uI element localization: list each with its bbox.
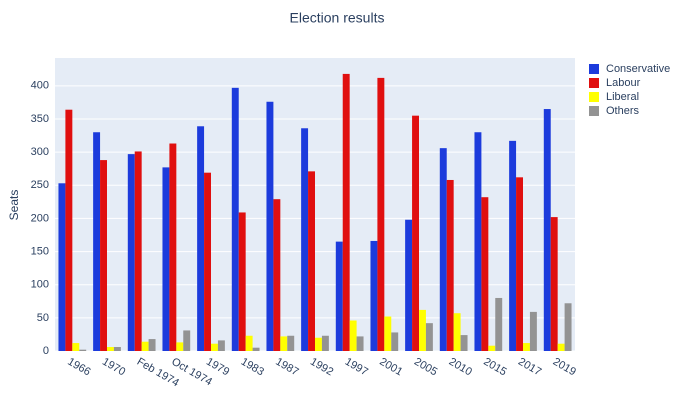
bar [211,343,218,351]
bar [273,199,281,351]
legend-swatch [589,106,599,116]
bar [58,183,66,351]
bar [72,343,80,351]
x-tick-label: 1970 [100,356,127,379]
bar [481,197,489,351]
bar [564,303,572,351]
x-tick-label: 1966 [65,356,92,379]
legend-label: Conservative [606,63,670,75]
y-tick-label: 350 [31,113,49,125]
bar [315,337,322,351]
legend-swatch [589,92,599,102]
bar [107,347,114,351]
bar [252,347,260,351]
bar [127,154,135,351]
bar [266,101,274,351]
bar [460,335,468,351]
legend-swatch [589,64,599,74]
y-tick-label: 400 [31,80,49,92]
bar [141,341,149,351]
y-tick-label: 250 [31,179,49,191]
bar [321,335,329,351]
bar [197,126,205,351]
y-tick-label: 50 [37,312,49,324]
bar [204,172,211,351]
bar [356,336,364,351]
bar [419,309,426,351]
bar [217,340,225,351]
bar [79,349,87,351]
bar [280,336,288,351]
y-tick-label: 300 [31,146,49,158]
bar [308,171,315,351]
x-tick-label: 1983 [239,356,266,379]
legend-swatch [589,78,599,88]
y-tick-label: 0 [43,345,49,357]
y-tick-label: 100 [31,279,49,291]
bar [557,343,565,351]
bar [516,177,523,351]
y-tick-label: 150 [31,245,49,257]
x-tick-label: 2017 [516,356,543,379]
x-tick-label: 1987 [273,356,300,379]
bar [529,311,537,351]
bar [349,320,357,351]
bar [370,240,378,351]
x-tick-label: 2015 [481,356,508,379]
bar [93,132,101,351]
bar [453,313,461,351]
bar [65,109,73,352]
bar [523,343,530,351]
y-axis-title: Seats [7,190,21,221]
bar [391,332,399,351]
bar [238,212,246,351]
bar [245,335,253,351]
bar [342,73,350,352]
bar [100,160,107,351]
chart-title: Election results [290,10,385,26]
bar [148,339,156,351]
bar [509,140,517,351]
bar [384,316,392,351]
bar [231,87,239,351]
bar [412,115,419,352]
bar [176,342,184,351]
bar [113,347,121,351]
bar [162,167,170,351]
bar [301,128,309,351]
x-tick-label: 2001 [377,356,404,379]
x-tick-label: 1997 [343,356,370,379]
bar [335,241,343,351]
bar [425,323,433,351]
x-tick-label: 1992 [308,356,335,379]
x-tick-label: 2005 [412,356,439,379]
bar [287,335,295,351]
x-tick-label: 2019 [551,356,578,379]
bar [550,217,558,351]
x-tick-label: 2010 [447,356,474,379]
bar [169,143,177,351]
bar [543,109,551,351]
bar [439,148,447,351]
y-tick-label: 200 [31,212,49,224]
bar [488,345,496,351]
bar [474,132,482,351]
bar [183,330,191,351]
bar [495,297,503,351]
bar [377,77,385,352]
legend-label: Liberal [606,91,639,103]
legend-label: Labour [606,77,641,89]
legend-label: Others [606,105,640,117]
bar [446,179,454,351]
bar [134,151,142,351]
bar [405,219,413,351]
